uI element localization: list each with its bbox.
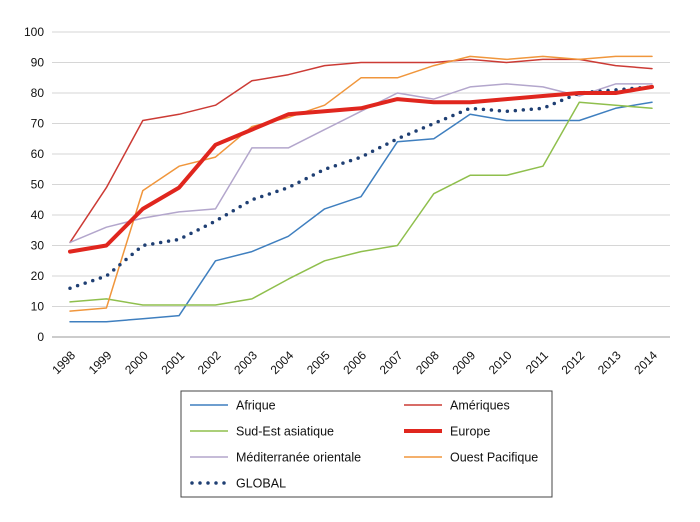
series-line-europe — [68, 84, 654, 254]
series-line-afrique — [69, 101, 653, 323]
legend-label-afrique: Afrique — [236, 399, 276, 413]
y-tick-label: 40 — [31, 208, 45, 222]
y-tick-label: 90 — [31, 56, 45, 70]
y-tick-label: 80 — [31, 86, 45, 100]
legend-label-europe: Europe — [450, 425, 490, 439]
legend: Afrique Amériques Sud-Est asiatique Europe M… — [180, 390, 553, 498]
y-tick-label: 20 — [31, 269, 45, 283]
y-tick-label: 30 — [31, 239, 45, 253]
series-line-ameriques — [69, 58, 653, 244]
legend-box — [180, 390, 553, 498]
y-tick-label: 0 — [37, 330, 44, 344]
y-tick-label: 10 — [31, 300, 45, 314]
y-tick-label: 70 — [31, 117, 45, 131]
legend-label-ouest-pacifique: Ouest Pacifique — [450, 451, 538, 465]
legend-label-ameriques: Amériques — [450, 399, 510, 413]
legend-label-mediterranee-orientale: Méditerranée orientale — [236, 451, 361, 465]
series-line-sud-est-asiatique — [69, 101, 653, 306]
series-lines — [68, 55, 654, 323]
series-line-global — [68, 85, 654, 290]
legend-label-global: GLOBAL — [236, 477, 286, 491]
y-axis-tick-labels: 0 10 20 30 40 50 60 70 80 90 100 — [24, 25, 44, 344]
y-tick-label: 50 — [31, 178, 45, 192]
y-tick-label: 60 — [31, 147, 45, 161]
series-line-ouest-pacifique — [69, 55, 653, 312]
series-line-mediterranee-orientale — [69, 83, 653, 244]
legend-label-sud-est-asiatique: Sud-Est asiatique — [236, 425, 334, 439]
y-tick-label: 100 — [24, 25, 44, 39]
